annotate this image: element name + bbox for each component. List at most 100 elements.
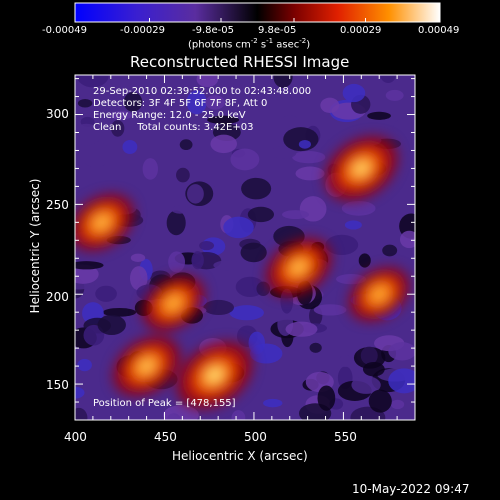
heatmap-texture-blob bbox=[292, 151, 326, 164]
heatmap-texture-blob bbox=[256, 281, 271, 297]
y-tick-label: 250 bbox=[46, 198, 69, 212]
colorbar-tick-label: 0.00029 bbox=[340, 25, 382, 36]
heatmap-texture-blob bbox=[325, 234, 359, 256]
heatmap-texture-blob bbox=[382, 244, 398, 257]
colorbar-units: (photons cm-2 s-1 asec-2) bbox=[188, 37, 311, 51]
heatmap-texture-blob bbox=[285, 381, 298, 406]
heatmap-texture-blob bbox=[229, 305, 264, 321]
colorbar-gradient bbox=[75, 3, 440, 22]
heatmap-texture-blob bbox=[111, 120, 125, 137]
heatmap-texture-blob bbox=[210, 134, 238, 154]
annotation-time-range: 29-Sep-2010 02:39:52.000 to 02:43:48.000 bbox=[93, 86, 312, 97]
heatmap-texture-blob bbox=[110, 110, 132, 120]
heatmap-texture-blob bbox=[360, 346, 378, 365]
heatmap-texture-blob bbox=[344, 220, 362, 230]
heatmap-source bbox=[353, 161, 369, 176]
heatmap-texture-blob bbox=[270, 146, 297, 159]
heatmap-texture-blob bbox=[77, 98, 93, 108]
heatmap-texture-blob bbox=[339, 354, 353, 368]
heatmap-texture-blob bbox=[179, 139, 193, 151]
heatmap-texture-blob bbox=[75, 264, 99, 284]
x-tick-label: 450 bbox=[154, 430, 177, 444]
heatmap-texture-blob bbox=[76, 75, 109, 88]
heatmap-texture-blob bbox=[75, 386, 85, 399]
heatmap-texture-blob bbox=[123, 92, 143, 112]
heatmap-texture-blob bbox=[362, 361, 385, 377]
heatmap-texture-blob bbox=[317, 385, 336, 411]
heatmap-texture-blob bbox=[247, 206, 275, 223]
heatmap-texture-blob bbox=[213, 260, 242, 271]
heatmap-texture-blob bbox=[368, 389, 392, 413]
heatmap-texture-blob bbox=[166, 210, 186, 236]
heatmap-texture-blob bbox=[341, 200, 376, 216]
heatmap-texture-blob bbox=[320, 97, 340, 113]
colorbar-tick-label: 9.8e-05 bbox=[258, 25, 297, 36]
heatmap-source bbox=[95, 216, 109, 229]
heatmap-image bbox=[75, 75, 415, 420]
heatmap-texture-blob bbox=[392, 118, 415, 138]
heatmap-texture-blob bbox=[388, 368, 415, 394]
heatmap-texture-blob bbox=[241, 177, 272, 200]
heatmap-texture-blob bbox=[122, 140, 138, 155]
heatmap-texture-blob bbox=[83, 324, 105, 346]
colorbar-tick-label: -0.00029 bbox=[120, 25, 165, 36]
x-tick-label: 500 bbox=[244, 430, 267, 444]
y-tick-label: 150 bbox=[46, 378, 69, 392]
x-axis-label: Heliocentric X (arcsec) bbox=[172, 449, 308, 463]
colorbar-tick-label: 0.00049 bbox=[418, 25, 460, 36]
heatmap-texture-blob bbox=[176, 167, 190, 183]
annotation-energy-range: Energy Range: 12.0 - 25.0 keV bbox=[93, 110, 246, 121]
heatmap-texture-blob bbox=[298, 139, 311, 149]
chart-title: Reconstructed RHESSI Image bbox=[130, 53, 350, 71]
heatmap-texture-blob bbox=[313, 304, 347, 316]
heatmap-texture-blob bbox=[130, 253, 146, 263]
annotation-peak-position: Position of Peak = [478,155] bbox=[93, 398, 236, 409]
x-tick-label: 550 bbox=[334, 430, 357, 444]
heatmap-texture-blob bbox=[380, 75, 396, 84]
render-timestamp: 10-May-2022 09:47 bbox=[352, 482, 470, 496]
heatmap-texture-blob bbox=[207, 115, 240, 125]
heatmap-texture-blob bbox=[223, 216, 254, 239]
heatmap-texture-blob bbox=[342, 83, 366, 103]
heatmap-texture-blob bbox=[129, 266, 148, 291]
heatmap-texture-blob bbox=[249, 343, 283, 364]
heatmap-texture-blob bbox=[205, 95, 225, 110]
heatmap-source bbox=[166, 297, 180, 310]
colorbar-ticks bbox=[74, 18, 441, 22]
heatmap-texture-blob bbox=[75, 123, 102, 146]
heatmap-texture-blob bbox=[186, 90, 207, 115]
heatmap-texture-blob bbox=[95, 285, 117, 302]
heatmap-source bbox=[372, 288, 386, 300]
heatmap-source bbox=[139, 359, 154, 373]
heatmap-texture-blob bbox=[230, 148, 260, 171]
heatmap-texture-blob bbox=[281, 210, 310, 220]
heatmap-texture-blob bbox=[367, 111, 391, 120]
heatmap-texture-blob bbox=[385, 89, 404, 101]
annotation-counts: Clean Total counts: 3.42E+03 bbox=[93, 122, 254, 133]
annotation-detectors: Detectors: 3F 4F 5F 6F 7F 8F, Att 0 bbox=[93, 98, 268, 109]
x-tick-label: 400 bbox=[64, 430, 87, 444]
heatmap-texture-blob bbox=[285, 321, 318, 337]
heatmap-texture-blob bbox=[187, 184, 204, 204]
colorbar-frame bbox=[74, 2, 441, 23]
heatmap-texture-blob bbox=[142, 158, 158, 180]
heatmap-source bbox=[291, 261, 306, 274]
heatmap-texture-blob bbox=[196, 75, 219, 87]
heatmap-texture-blob bbox=[273, 75, 293, 88]
heatmap-texture-blob bbox=[199, 240, 215, 251]
heatmap-source bbox=[206, 367, 223, 383]
heatmap-texture-blob bbox=[390, 399, 405, 410]
axis-ticks bbox=[74, 75, 416, 420]
heatmap-texture-blob bbox=[191, 251, 204, 270]
heatmap-texture-blob bbox=[75, 407, 88, 420]
heatmap-texture-blob bbox=[102, 307, 137, 317]
bright-sources bbox=[75, 136, 410, 409]
heatmap-texture-blob bbox=[295, 166, 325, 181]
heatmap-texture-blob bbox=[203, 299, 234, 316]
colorbar-tick-label: -0.00049 bbox=[42, 25, 87, 36]
heatmap-texture-blob bbox=[171, 205, 189, 214]
y-tick-label: 200 bbox=[46, 290, 69, 304]
heatmap-texture-blob bbox=[351, 376, 381, 394]
heatmap-texture-blob bbox=[168, 251, 186, 273]
y-tick-label: 300 bbox=[46, 107, 69, 121]
